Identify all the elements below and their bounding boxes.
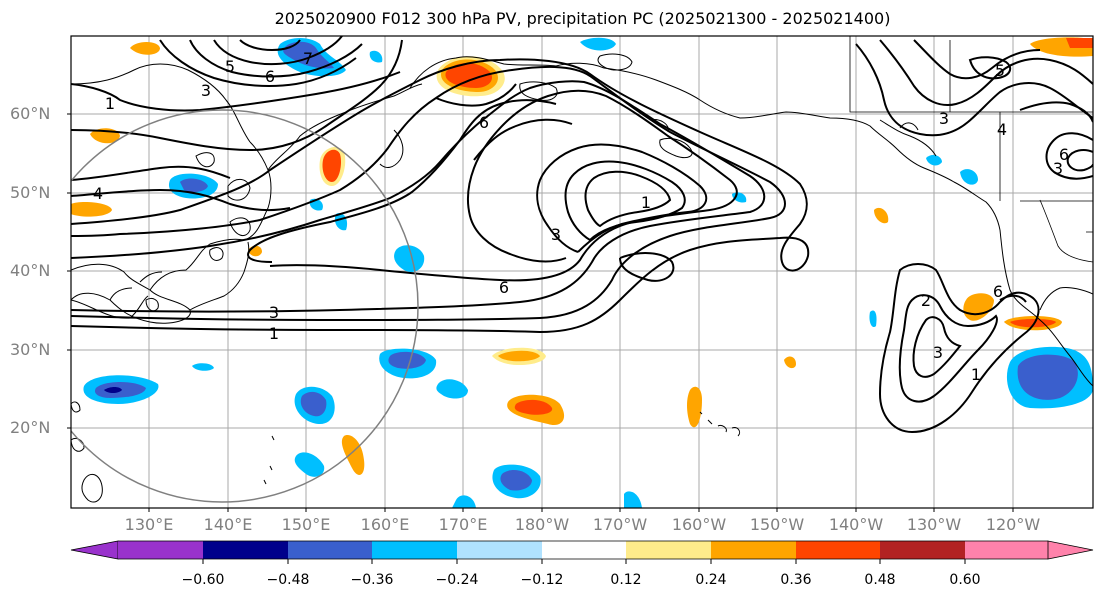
lon-label: 160°W [671, 515, 727, 534]
colorbar-tick-label: 0.24 [695, 572, 727, 588]
precip-positive-patches [71, 37, 1093, 475]
colorbar-segment [796, 541, 880, 559]
colorbar-tick-label: −0.48 [266, 572, 310, 588]
contour-label: 1 [971, 365, 981, 384]
colorbar-segment [457, 541, 542, 559]
colorbar-tick-label: 0.60 [949, 572, 981, 588]
contour-label: 3 [269, 303, 279, 322]
borders [849, 36, 1093, 263]
lat-label: 20°N [10, 418, 51, 437]
lon-label: 140°W [828, 515, 884, 534]
map-frame [70, 35, 1094, 509]
chart-title: 2025020900 F012 300 hPa PV, precipitatio… [274, 9, 891, 28]
colorbar-segment [711, 541, 796, 559]
lon-label: 150°E [281, 515, 331, 534]
contour-label: 6 [265, 67, 275, 86]
colorbar-segment [372, 541, 457, 559]
lon-label: 160°E [360, 515, 410, 534]
colorbar-tick-label: 0.36 [780, 572, 812, 588]
colorbar-segment [288, 541, 372, 559]
colorbar-tick-label: 0.12 [610, 572, 642, 588]
lon-label: 120°W [985, 515, 1041, 534]
contour-label: 3 [939, 109, 949, 128]
contour-label-group: 1 3 5 6 7 4 3 1 6 3 1 6 3 4 3 5 6 1 2 3 … [93, 49, 1069, 384]
map-area: 1 3 5 6 7 4 3 1 6 3 1 6 3 4 3 5 6 1 2 3 … [71, 36, 1093, 508]
lon-label: 130°E [124, 515, 174, 534]
precip-negative-patches [83, 37, 1093, 508]
colorbar-tick-label: −0.60 [181, 572, 225, 588]
lon-label: 170°E [438, 515, 488, 534]
contour-label: 2 [921, 291, 931, 310]
contour-label: 3 [1053, 159, 1063, 178]
lat-label: 40°N [10, 261, 51, 280]
colorbar-segment [1047, 540, 1094, 560]
colorbar-segment [880, 541, 965, 559]
contour-label: 5 [995, 61, 1005, 80]
colorbar-segment [965, 541, 1048, 559]
lon-label: 180°W [514, 515, 570, 534]
gridlines [71, 36, 1093, 508]
colorbar-tick-label: −0.36 [350, 572, 394, 588]
contour-label: 6 [1059, 145, 1069, 164]
contour-label: 3 [933, 343, 943, 362]
colorbar-tick-label: −0.12 [520, 572, 564, 588]
pv-contours [71, 36, 1093, 434]
lon-label: 140°E [203, 515, 253, 534]
lat-label: 50°N [10, 183, 51, 202]
colorbar-segment [626, 541, 711, 559]
lat-label: 30°N [10, 340, 51, 359]
range-circle [71, 109, 419, 503]
contour-label: 3 [201, 81, 211, 100]
contour-label: 1 [641, 193, 651, 212]
contour-label: 3 [551, 225, 561, 244]
contour-label: 7 [303, 49, 313, 68]
contour-label: 1 [269, 324, 279, 343]
contour-label: 1 [105, 94, 115, 113]
colorbar-tick-label: −0.24 [435, 572, 479, 588]
contour-label: 6 [993, 282, 1003, 301]
contour-label: 4 [93, 184, 103, 203]
lon-label: 170°W [592, 515, 648, 534]
colorbar-segment [203, 541, 288, 559]
contour-label: 6 [479, 113, 489, 132]
axis-ticks [67, 113, 1014, 512]
colorbar [70, 540, 1094, 564]
lat-label: 60°N [10, 104, 51, 123]
colorbar-segment [70, 540, 119, 560]
contour-label: 5 [225, 57, 235, 76]
colorbar-segment [542, 541, 626, 559]
lon-label: 150°W [749, 515, 805, 534]
lon-label: 130°W [906, 515, 962, 534]
colorbar-segment [118, 541, 203, 559]
contour-label: 4 [997, 120, 1007, 139]
colorbar-tick-label: 0.48 [864, 572, 896, 588]
contour-label: 6 [499, 278, 509, 297]
